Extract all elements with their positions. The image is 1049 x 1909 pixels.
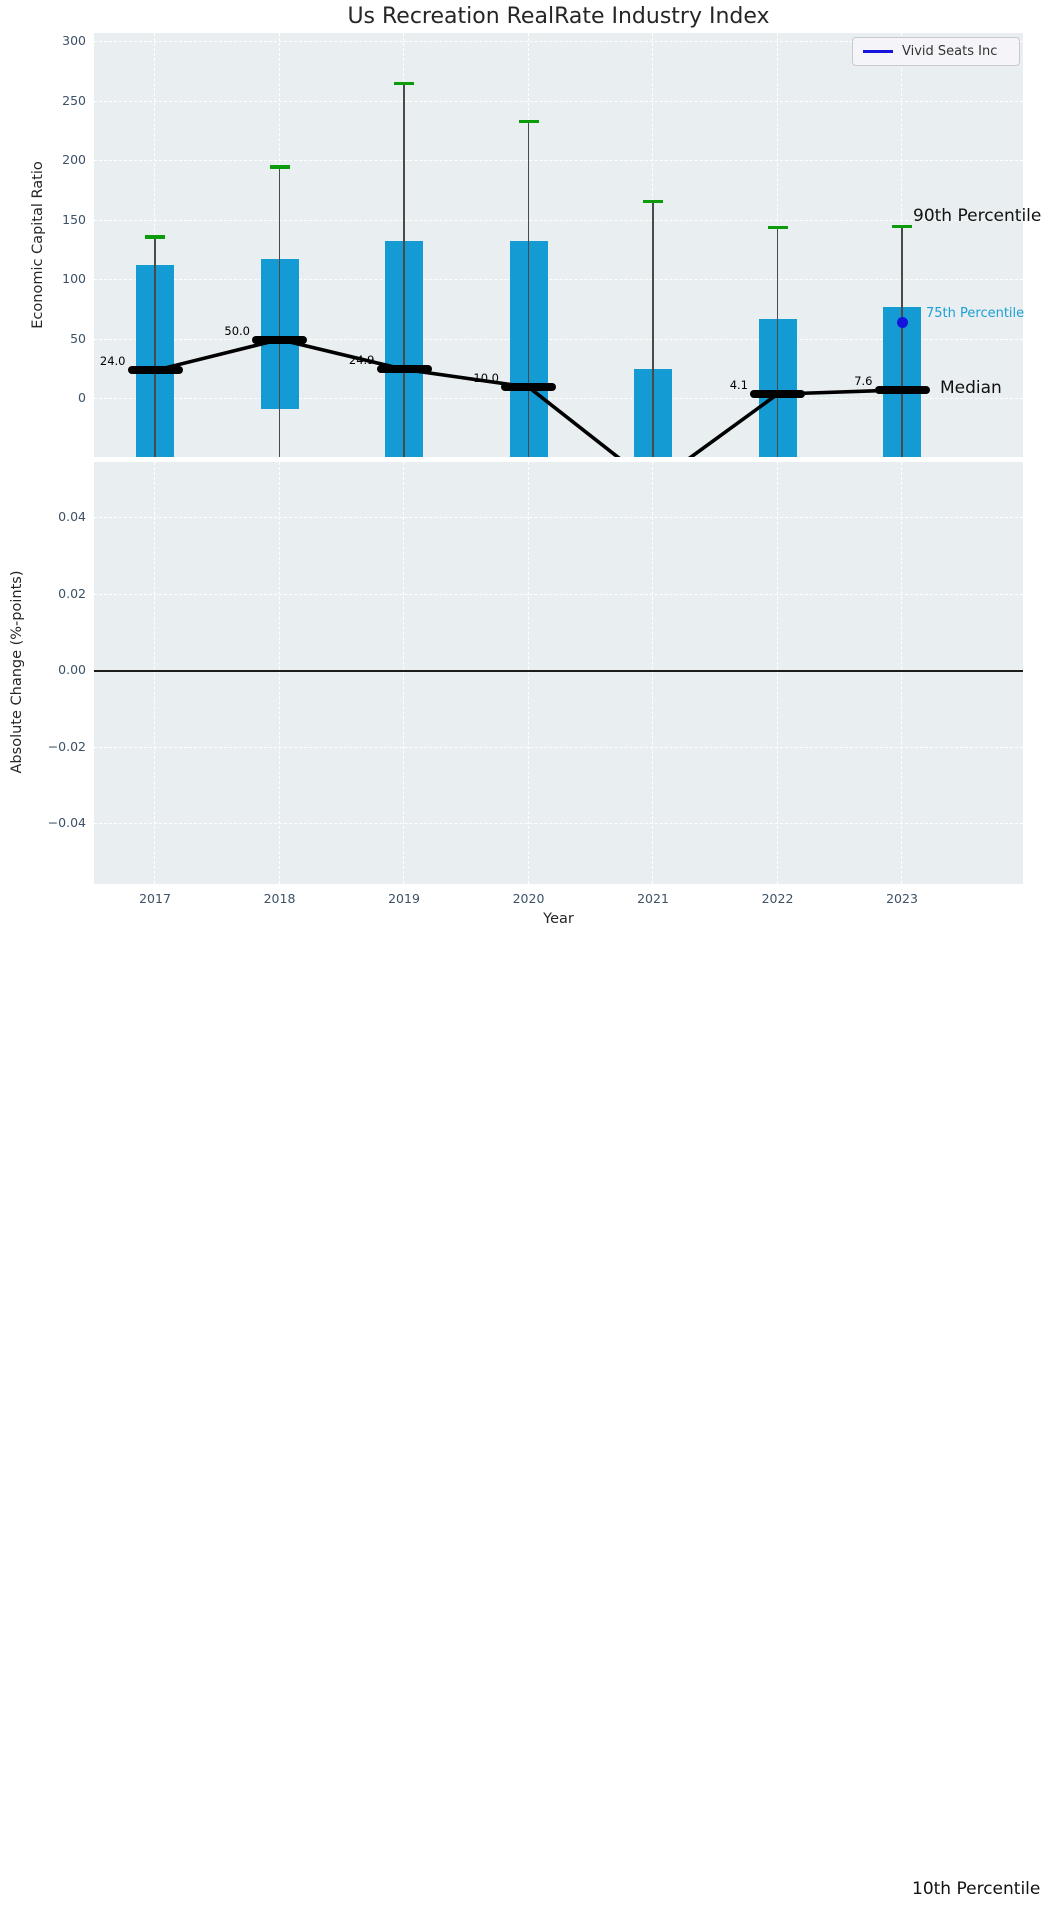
legend-label: Vivid Seats Inc <box>902 44 998 59</box>
whisker-line <box>901 226 903 457</box>
whisker-cap-90th <box>892 224 912 229</box>
y-tick-label: 200 <box>62 152 86 167</box>
y-tick-label: −0.04 <box>47 815 86 830</box>
whisker-cap-90th <box>145 235 165 239</box>
median-value-label: 50.0 <box>224 323 250 338</box>
y-tick-label: 300 <box>62 33 86 48</box>
bottom-plot-area <box>94 462 1023 884</box>
y-tick-label: 0 <box>78 390 86 405</box>
gridline-horizontal <box>94 100 1023 102</box>
y-tick-label: −0.02 <box>47 738 86 754</box>
median-value-label: 7.6 <box>854 373 873 388</box>
annotation-75th-percentile: 75th Percentile <box>926 306 1025 321</box>
x-tick-label: 2022 <box>761 891 794 906</box>
gridline-horizontal <box>94 160 1023 162</box>
median-marker <box>127 366 183 375</box>
gridline-vertical <box>901 462 903 884</box>
gridline-vertical <box>652 462 654 884</box>
x-tick-label: 2018 <box>263 891 296 906</box>
zero-line <box>94 670 1023 672</box>
x-tick-label: 2021 <box>637 891 669 906</box>
gridline-vertical <box>776 462 778 884</box>
median-value-label: 4.1 <box>729 378 748 393</box>
page-title: Us Recreation RealRate Industry Index <box>347 4 770 29</box>
annotation-10th-percentile: 10th Percentile <box>912 1879 1041 1899</box>
whisker-line <box>278 166 281 457</box>
y-tick-label: 100 <box>62 271 86 286</box>
whisker-line <box>154 237 156 457</box>
whisker-cap-90th <box>643 199 663 204</box>
gridline-horizontal <box>94 593 1023 595</box>
y-tick-label: 0.02 <box>58 585 86 601</box>
vivid-seats-point <box>896 317 908 329</box>
whisker-line <box>403 83 405 457</box>
median-marker <box>376 365 432 374</box>
gridline-horizontal <box>94 338 1023 340</box>
gridline-vertical <box>527 462 529 884</box>
x-axis-label: Year <box>543 911 574 927</box>
gridline-horizontal <box>94 746 1023 748</box>
median-marker <box>874 385 930 394</box>
gridline-vertical <box>154 462 156 884</box>
whisker-cap-90th <box>518 119 539 124</box>
median-marker <box>501 383 556 392</box>
gridline-horizontal <box>94 823 1023 825</box>
median-marker <box>750 390 805 399</box>
gridline-horizontal <box>94 517 1023 519</box>
x-tick-label: 2019 <box>388 891 420 906</box>
gridline-horizontal <box>94 398 1023 400</box>
legend: Vivid Seats Inc <box>852 37 1020 66</box>
gridline-horizontal <box>94 219 1023 221</box>
median-value-label: 10.0 <box>473 371 499 386</box>
gridline-vertical <box>278 462 280 884</box>
y-tick-label: 0.04 <box>58 509 86 524</box>
median-value-label: 24.9 <box>348 353 375 368</box>
whisker-line <box>776 227 779 457</box>
y-tick-label: 150 <box>62 211 86 227</box>
whisker-cap-90th <box>394 81 414 86</box>
legend-line-swatch <box>863 50 893 53</box>
top-plot-area: 24.0 50.0 24.9 10.0 4.1 7.6 <box>94 33 1023 457</box>
y-tick-label: 50 <box>70 330 86 346</box>
gridline-horizontal <box>94 279 1023 281</box>
whisker-line <box>652 201 654 457</box>
x-tick-label: 2017 <box>139 891 171 906</box>
gridline-vertical <box>403 462 405 884</box>
x-tick-label: 2020 <box>512 891 545 906</box>
annotation-median: Median <box>940 378 1002 398</box>
y-tick-label: 0.00 <box>58 662 86 677</box>
annotation-90th-percentile: 90th Percentile <box>913 206 1042 226</box>
median-marker <box>252 335 307 344</box>
y-tick-label: 250 <box>62 92 86 108</box>
whisker-cap-90th <box>767 225 788 230</box>
whisker-line <box>527 121 530 457</box>
top-y-axis-label: Economic Capital Ratio <box>30 161 46 329</box>
median-value-label: 24.0 <box>99 354 126 369</box>
whisker-cap-90th <box>269 165 290 169</box>
x-tick-label: 2023 <box>886 891 918 906</box>
gridline-horizontal <box>94 41 1023 43</box>
